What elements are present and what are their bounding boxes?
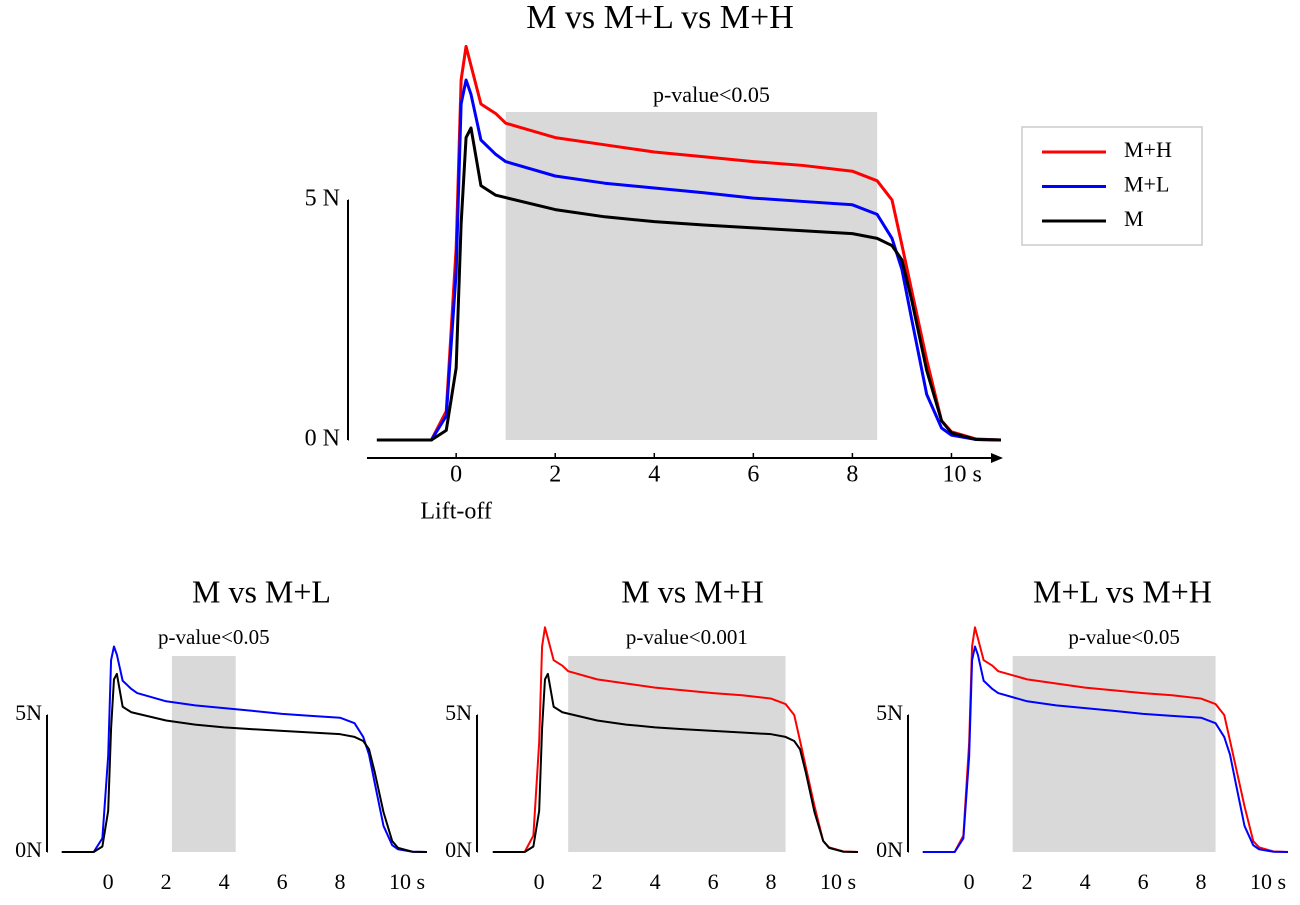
- x-tick-label: 2: [161, 869, 172, 894]
- chart-title: M+L vs M+H: [1033, 573, 1212, 609]
- x-tick-label: 2: [549, 462, 561, 488]
- series-line: [376, 126, 1002, 442]
- x-tick-label: 0: [103, 869, 114, 894]
- chart-title: M vs M+L: [192, 573, 331, 609]
- x-tick-label: 4: [648, 462, 660, 488]
- series-line: [61, 672, 428, 853]
- x-tick-label: 8: [846, 462, 858, 488]
- x-tick-label: 10 s: [942, 462, 981, 488]
- significance-region: [171, 656, 236, 852]
- x-tick-label: 4: [650, 869, 661, 894]
- x-tick-label: 2: [592, 869, 603, 894]
- x-annotation: Lift-off: [420, 499, 492, 525]
- y-tick-label: 0N: [15, 837, 42, 862]
- significance-region: [1012, 656, 1216, 852]
- y-tick-label: 5N: [876, 700, 903, 725]
- x-tick-label: 6: [277, 869, 288, 894]
- series-line: [922, 645, 1289, 853]
- legend-label: M+H: [1124, 137, 1172, 162]
- x-tick-label: 0: [450, 462, 462, 488]
- x-tick-label: 10 s: [389, 869, 425, 894]
- significance-label: p-value<0.05: [1068, 625, 1180, 649]
- series-line: [492, 626, 859, 853]
- y-tick-label: 5N: [445, 700, 472, 725]
- x-tick-label: 4: [1080, 869, 1091, 894]
- x-tick-label: 8: [1196, 869, 1207, 894]
- significance-label: p-value<0.05: [158, 625, 270, 649]
- y-tick-label: 5N: [15, 700, 42, 725]
- series-line: [376, 78, 1002, 442]
- legend-label: M+L: [1124, 172, 1169, 197]
- series-line: [61, 645, 428, 853]
- series-line: [376, 44, 1002, 442]
- y-tick-label: 0N: [445, 837, 472, 862]
- x-tick-label: 8: [766, 869, 777, 894]
- significance-label: p-value<0.001: [626, 625, 748, 649]
- significance-region: [568, 656, 786, 852]
- x-tick-label: 6: [747, 462, 759, 488]
- x-tick-label: 6: [708, 869, 719, 894]
- series-line: [922, 626, 1289, 853]
- series-line: [492, 672, 859, 853]
- chart-title: M vs M+L vs M+H: [526, 0, 794, 36]
- x-tick-label: 6: [1138, 869, 1149, 894]
- x-tick-label: 8: [335, 869, 346, 894]
- significance-region: [505, 112, 878, 440]
- legend-label: M: [1124, 206, 1144, 231]
- y-tick-label: 0N: [876, 837, 903, 862]
- chart-title: M vs M+H: [621, 573, 764, 609]
- x-tick-label: 0: [964, 869, 975, 894]
- x-tick-label: 0: [534, 869, 545, 894]
- x-tick-label: 10 s: [820, 869, 856, 894]
- y-tick-label: 0 N: [305, 426, 340, 452]
- x-tick-label: 10 s: [1250, 869, 1286, 894]
- y-tick-label: 5 N: [305, 186, 340, 212]
- x-tick-label: 4: [219, 869, 230, 894]
- x-tick-label: 2: [1022, 869, 1033, 894]
- significance-label: p-value<0.05: [653, 82, 770, 107]
